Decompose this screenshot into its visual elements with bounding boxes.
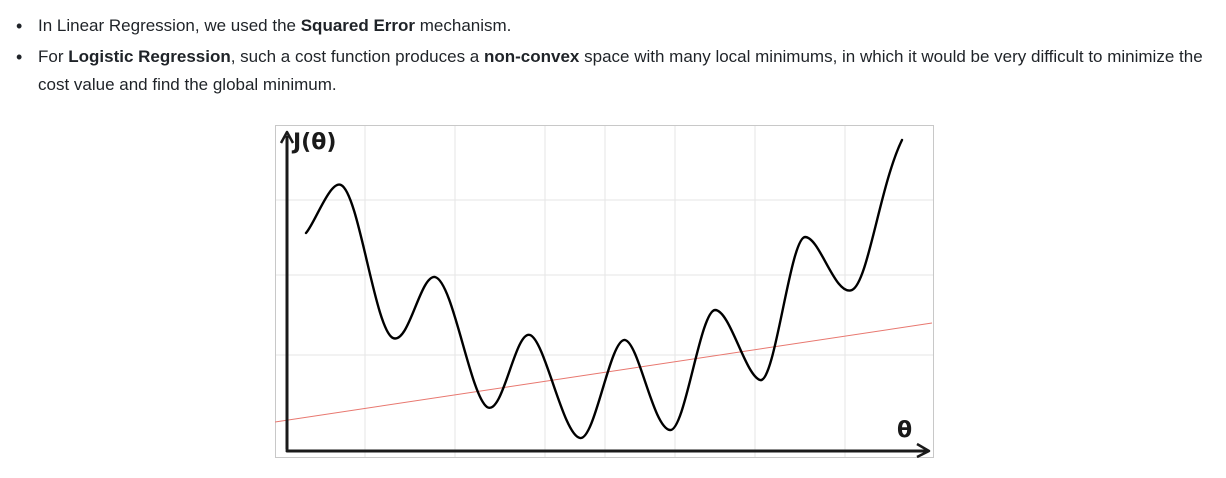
bullet-segment: , such a cost function produces a (230, 47, 484, 66)
bullet-segment-bold: Logistic Regression (68, 47, 231, 66)
non-convex-cost-curve (304, 138, 904, 440)
figure-svg: J(θ) θ (275, 125, 934, 458)
x-axis-arrowhead-icon (916, 442, 931, 458)
x-axis-label: θ (897, 418, 912, 443)
grid (276, 126, 933, 457)
bullet-item-logistic-regression: For Logistic Regression, such a cost fun… (16, 43, 1212, 99)
bullet-segment: mechanism. (415, 16, 512, 35)
bullet-segment-bold: Squared Error (300, 16, 416, 35)
bullet-segment: In Linear Regression, we used the (38, 16, 301, 35)
bullet-list: In Linear Regression, we used the Square… (16, 12, 1212, 102)
bullet-segment-bold: non-convex (483, 47, 580, 66)
linear-trend-line (275, 322, 933, 423)
bullet-segment: For (38, 47, 69, 66)
bullet-segment: space with many local minimums, in which… (38, 47, 1203, 94)
y-axis-label: J(θ) (291, 130, 336, 155)
y-axis-arrowhead-icon (279, 130, 295, 144)
bullet-item-squared-error: In Linear Regression, we used the Square… (16, 12, 1212, 40)
non-convex-cost-figure: J(θ) θ (275, 125, 934, 458)
